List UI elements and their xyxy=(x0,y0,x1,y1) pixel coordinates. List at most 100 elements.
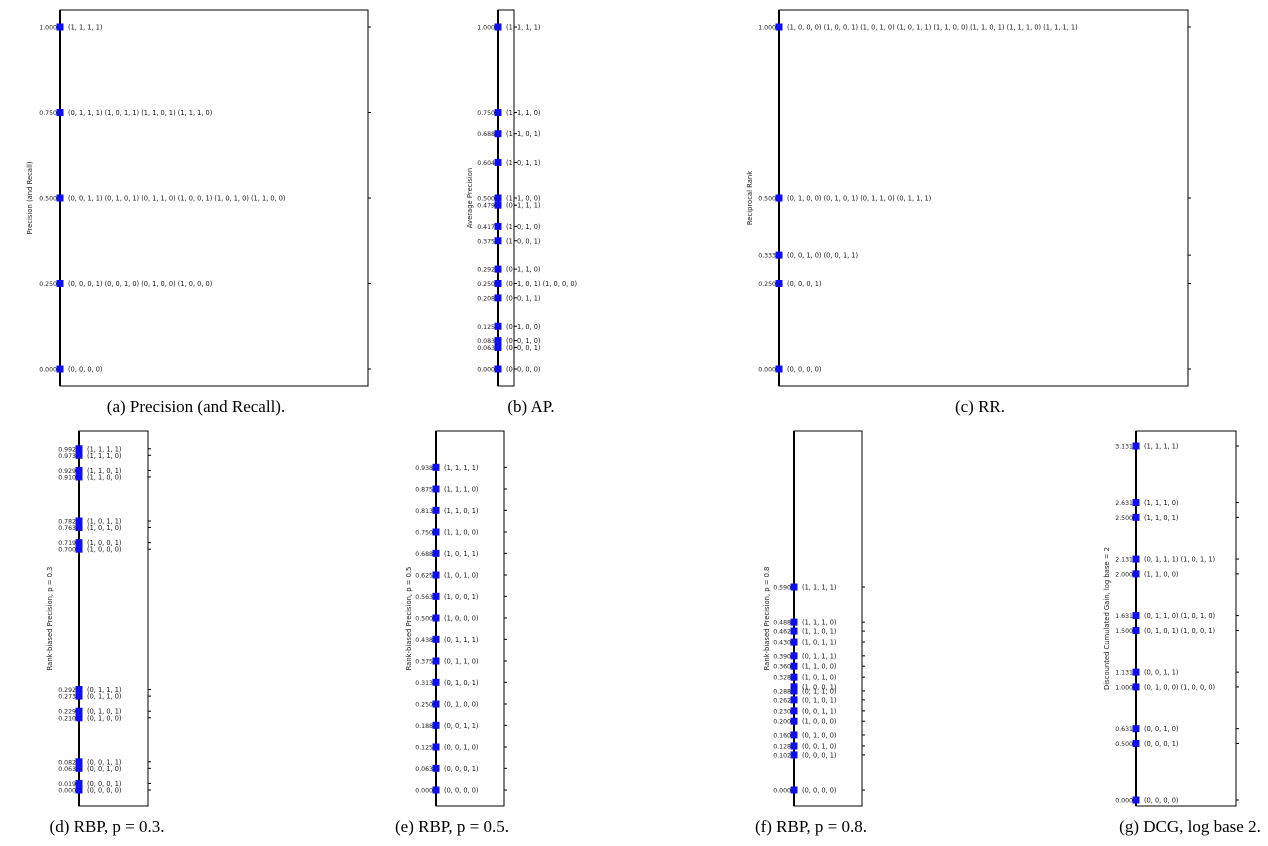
data-point xyxy=(790,583,798,591)
data-point-label: (0, 1, 1, 0) xyxy=(444,658,479,666)
y-tick-label: 0.688 xyxy=(477,131,495,138)
data-point xyxy=(432,549,440,557)
data-point xyxy=(494,337,502,345)
y-tick-label: 0.188 xyxy=(415,723,433,730)
y-tick-label: 0.250 xyxy=(415,702,433,709)
data-point xyxy=(75,764,83,772)
data-point-label: (1, 0, 1, 0) xyxy=(506,223,541,231)
data-point xyxy=(432,743,440,751)
data-point xyxy=(790,638,798,646)
data-point xyxy=(75,445,83,453)
data-point xyxy=(75,473,83,481)
y-axis-title: Discounted Cumulated Gain, log base = 2 xyxy=(1103,547,1111,690)
data-point-label: (0, 1, 0, 0) (0, 1, 0, 1) (0, 1, 1, 0) (… xyxy=(787,195,931,203)
data-point xyxy=(75,466,83,474)
data-point-label: (1, 0, 1, 1) xyxy=(802,639,837,647)
y-tick-label: 0.250 xyxy=(758,281,776,288)
data-point xyxy=(75,517,83,525)
data-point xyxy=(75,714,83,722)
y-tick-label: 0.390 xyxy=(773,653,791,660)
data-point xyxy=(432,463,440,471)
data-point-label: (0, 0, 0, 0) xyxy=(444,787,479,795)
y-tick-label: 2.000 xyxy=(1115,571,1133,578)
y-tick-label: 0.160 xyxy=(773,732,791,739)
data-point xyxy=(1132,796,1140,804)
data-point-label: (0, 0, 1, 0) (0, 0, 1, 1) xyxy=(787,252,858,260)
y-tick-label: 0.563 xyxy=(415,594,433,601)
y-tick-label: 0.000 xyxy=(415,788,433,795)
data-point xyxy=(494,265,502,273)
data-point xyxy=(790,673,798,681)
data-point xyxy=(432,592,440,600)
data-point-label: (0, 1, 1, 1) xyxy=(87,686,122,694)
data-point-label: (0, 0, 1, 0) xyxy=(506,337,541,345)
data-point xyxy=(75,707,83,715)
data-point-label: (0, 0, 1, 1) xyxy=(1144,669,1179,677)
data-point xyxy=(775,280,783,287)
data-point-label: (0, 0, 1, 0) xyxy=(87,765,122,773)
data-point-label: (1, 1, 1, 1) xyxy=(68,24,103,32)
y-tick-label: 1.000 xyxy=(1115,684,1133,691)
data-point-label: (0, 1, 1, 0) (1, 0, 1, 0) xyxy=(1144,612,1215,620)
y-tick-label: 0.082 xyxy=(58,759,76,766)
data-point-label: (0, 1, 0, 1) (1, 0, 0, 1) xyxy=(1144,627,1215,635)
data-point-label: (0, 0, 0, 1) xyxy=(506,344,541,352)
data-point-label: (0, 0, 0, 1) xyxy=(444,765,479,773)
data-point xyxy=(75,692,83,700)
y-tick-label: 0.262 xyxy=(773,697,791,704)
data-point-label: (0, 0, 1, 1) xyxy=(506,294,541,302)
y-tick-label: 0.063 xyxy=(58,766,76,773)
data-point-label: (1, 0, 1, 1) xyxy=(87,517,122,525)
data-point xyxy=(494,109,502,116)
data-point-label: (0, 0, 0, 0) xyxy=(787,366,822,374)
data-point xyxy=(432,678,440,686)
y-tick-label: 0.128 xyxy=(773,743,791,750)
data-point xyxy=(494,322,502,330)
panel-caption: (a) Precision (and Recall). xyxy=(107,397,285,416)
data-point xyxy=(775,365,783,373)
data-point xyxy=(494,158,502,166)
data-point-label: (0, 1, 0, 0) (1, 0, 0, 0) xyxy=(1144,683,1215,691)
data-point-label: (0, 1, 1, 1) xyxy=(506,202,541,210)
data-point-label: (0, 1, 1, 1) xyxy=(444,636,479,644)
data-point xyxy=(1132,725,1140,733)
panel-caption: (c) RR. xyxy=(955,397,1005,416)
y-tick-label: 0.125 xyxy=(415,745,433,752)
y-tick-label: 0.000 xyxy=(477,367,495,374)
y-tick-label: 0.462 xyxy=(773,629,791,636)
data-point xyxy=(1132,739,1140,747)
data-point-label: (0, 0, 1, 0) xyxy=(1144,725,1179,733)
data-point-label: (1, 1, 0, 1) xyxy=(1144,514,1179,522)
y-tick-label: 1.000 xyxy=(39,25,57,32)
data-point xyxy=(790,707,798,715)
y-tick-label: 0.631 xyxy=(1115,726,1133,733)
data-point xyxy=(494,23,502,31)
data-point xyxy=(790,717,798,725)
y-tick-label: 0.500 xyxy=(477,196,495,203)
y-tick-label: 2.500 xyxy=(1115,515,1133,522)
data-point xyxy=(432,528,440,536)
y-axis-title: Precision (and Recall) xyxy=(26,161,34,234)
data-point xyxy=(432,614,440,622)
data-point xyxy=(1132,612,1140,620)
y-tick-label: 0.000 xyxy=(773,788,791,795)
y-tick-label: 0.688 xyxy=(415,551,433,558)
data-point xyxy=(790,627,798,635)
data-point xyxy=(432,485,440,493)
y-tick-label: 0.229 xyxy=(58,709,76,716)
y-tick-label: 0.250 xyxy=(477,281,495,288)
data-point xyxy=(494,280,502,287)
data-point-label: (1, 0, 1, 0) xyxy=(444,572,479,580)
y-tick-label: 0.719 xyxy=(58,540,76,547)
y-tick-label: 0.438 xyxy=(415,637,433,644)
y-tick-label: 0.430 xyxy=(773,640,791,647)
data-point-label: (0, 1, 0, 0) xyxy=(444,701,479,709)
data-point xyxy=(494,130,502,138)
data-point-label: (0, 1, 0, 1) xyxy=(87,708,122,716)
y-tick-label: 0.500 xyxy=(1115,741,1133,748)
data-point-label: (1, 0, 0, 1) xyxy=(87,539,122,547)
y-tick-label: 1.500 xyxy=(1115,628,1133,635)
data-point-label: (1, 1, 1, 0) xyxy=(1144,499,1179,507)
y-tick-label: 0.763 xyxy=(58,525,76,532)
data-point-label: (1, 0, 1, 1) xyxy=(506,159,541,167)
